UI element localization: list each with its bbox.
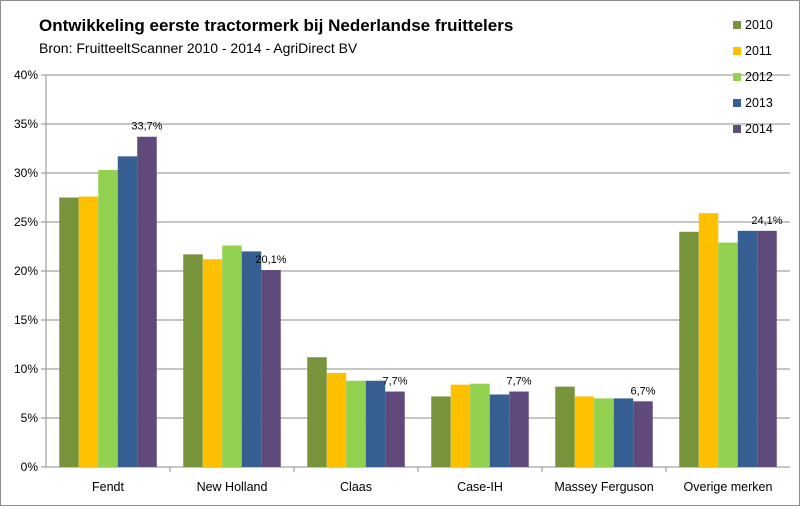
y-tick-label: 0% — [21, 460, 39, 474]
legend-label: 2014 — [745, 122, 773, 136]
data-labels: 33,7% 20,1% 7,7% 7,7% 6,7% 24,1% — [131, 121, 782, 398]
legend-swatch — [733, 99, 741, 107]
legend-label: 2012 — [745, 70, 773, 84]
bar — [698, 213, 719, 467]
category-label: Massey Ferguson — [554, 480, 653, 494]
bar — [574, 396, 595, 467]
legend-label: 2010 — [745, 18, 773, 32]
data-label: 7,7% — [382, 376, 407, 388]
bar — [117, 156, 138, 467]
category-label: Overige merken — [684, 480, 773, 494]
y-tick-label: 30% — [14, 166, 38, 180]
chart-title: Ontwikkeling eerste tractormerk bij Nede… — [39, 16, 514, 35]
data-label: 24,1% — [751, 215, 782, 227]
legend-swatch — [733, 47, 741, 55]
bar — [737, 230, 758, 467]
bar — [222, 245, 242, 467]
data-label: 7,7% — [506, 376, 531, 388]
bar — [241, 251, 262, 467]
data-label: 33,7% — [131, 121, 162, 133]
category-labels: Fendt New Holland Claas Case-IH Massey Fergu… — [92, 480, 772, 494]
bar — [594, 398, 614, 467]
bar — [450, 384, 471, 467]
category-label: Claas — [340, 480, 372, 494]
bar — [489, 394, 510, 467]
y-tick-label: 20% — [14, 264, 38, 278]
bar — [202, 259, 223, 467]
legend: 2010 2011 2012 2013 2014 — [733, 18, 773, 136]
bar — [509, 391, 529, 467]
bar — [431, 396, 451, 467]
y-tick-label: 35% — [14, 117, 38, 131]
bar — [613, 398, 634, 467]
bar — [59, 197, 79, 467]
bar — [718, 242, 738, 467]
bar — [326, 372, 347, 467]
bar — [98, 170, 118, 467]
y-tick-label: 25% — [14, 215, 38, 229]
bar — [385, 391, 405, 467]
data-label: 6,7% — [630, 385, 655, 397]
legend-swatch — [733, 21, 741, 29]
legend-swatch — [733, 73, 741, 81]
category-label: New Holland — [197, 480, 268, 494]
bar — [365, 380, 386, 467]
bar — [633, 401, 653, 467]
bar — [78, 196, 99, 467]
bar — [470, 383, 490, 467]
grid-lines — [41, 74, 790, 472]
bar — [137, 136, 157, 468]
bars — [59, 136, 777, 468]
bar — [757, 230, 777, 467]
chart-subtitle: Bron: FruitteeltScanner 2010 - 2014 - Ag… — [39, 40, 358, 56]
bar — [183, 254, 203, 467]
bar — [261, 270, 281, 467]
y-tick-label: 10% — [14, 362, 38, 376]
y-axis-ticks: 0% 5% 10% 15% 20% 25% 30% 35% 40% — [14, 68, 38, 474]
legend-label: 2013 — [745, 96, 773, 110]
data-label: 20,1% — [255, 254, 286, 266]
legend-label: 2011 — [745, 44, 772, 58]
y-tick-label: 40% — [14, 68, 38, 82]
bar — [679, 231, 699, 467]
category-label: Fendt — [92, 480, 124, 494]
y-tick-label: 5% — [21, 411, 39, 425]
category-label: Case-IH — [457, 480, 503, 494]
legend-swatch — [733, 125, 741, 133]
bar — [555, 386, 575, 467]
y-tick-label: 15% — [14, 313, 38, 327]
bar — [346, 380, 366, 467]
bar — [307, 357, 327, 467]
